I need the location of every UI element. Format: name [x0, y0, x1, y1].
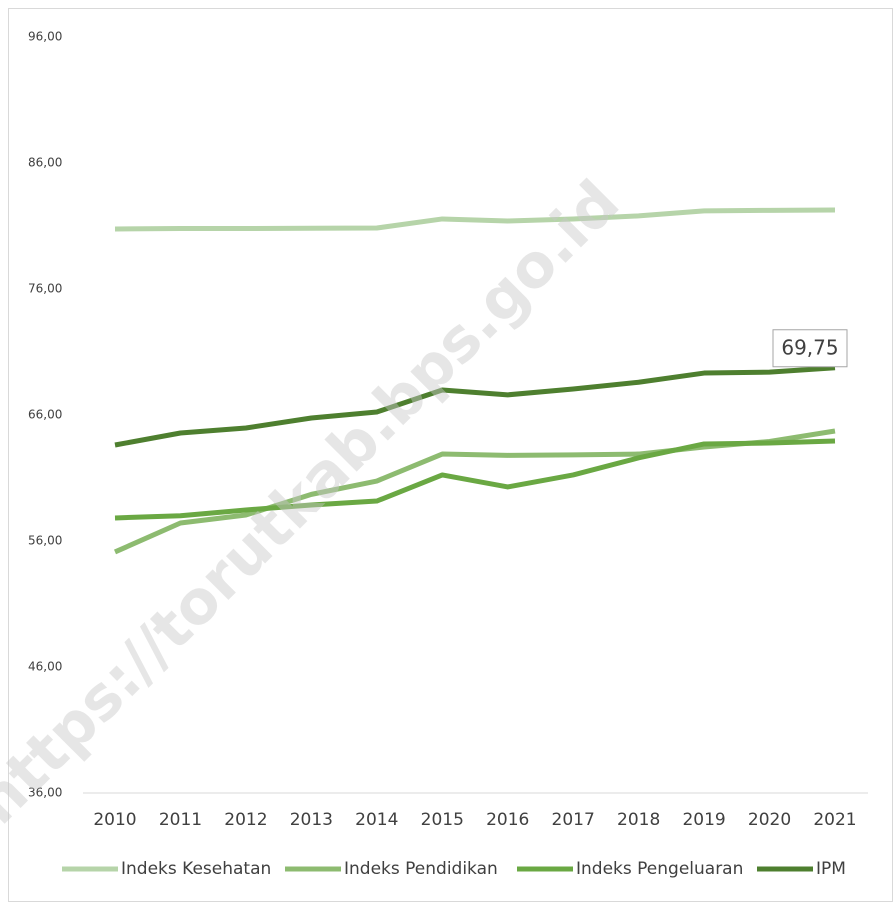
x-tick-label: 2020 — [748, 810, 791, 830]
x-tick-label: 2015 — [421, 810, 464, 830]
y-tick-label: 36,00 — [28, 786, 62, 800]
x-tick-label: 2010 — [93, 810, 136, 830]
data-label-box — [772, 329, 848, 368]
x-tick-label: 2021 — [813, 810, 856, 830]
x-tick-label: 2019 — [682, 810, 725, 830]
legend-label: Indeks Pendidikan — [344, 859, 498, 879]
legend-label: Indeks Kesehatan — [121, 859, 271, 879]
x-tick-label: 2016 — [486, 810, 529, 830]
y-tick-label: 56,00 — [28, 534, 62, 548]
series-line — [114, 365, 836, 448]
y-tick-label: 86,00 — [28, 156, 62, 170]
x-tick-label: 2012 — [224, 810, 267, 830]
y-tick-label: 76,00 — [28, 282, 62, 296]
x-tick-label: 2011 — [159, 810, 202, 830]
legend-label: IPM — [816, 859, 846, 879]
series-line — [114, 438, 836, 521]
x-tick-label: 2013 — [290, 810, 333, 830]
y-tick-label: 46,00 — [28, 660, 62, 674]
x-tick-label: 2014 — [355, 810, 398, 830]
x-tick-label: 2018 — [617, 810, 660, 830]
series-line — [114, 207, 836, 232]
x-tick-label: 2017 — [552, 810, 595, 830]
data-label: 69,75 — [781, 335, 838, 359]
legend-label: Indeks Pengeluaran — [576, 859, 743, 879]
y-tick-label: 96,00 — [28, 30, 62, 44]
y-tick-label: 66,00 — [28, 408, 62, 422]
